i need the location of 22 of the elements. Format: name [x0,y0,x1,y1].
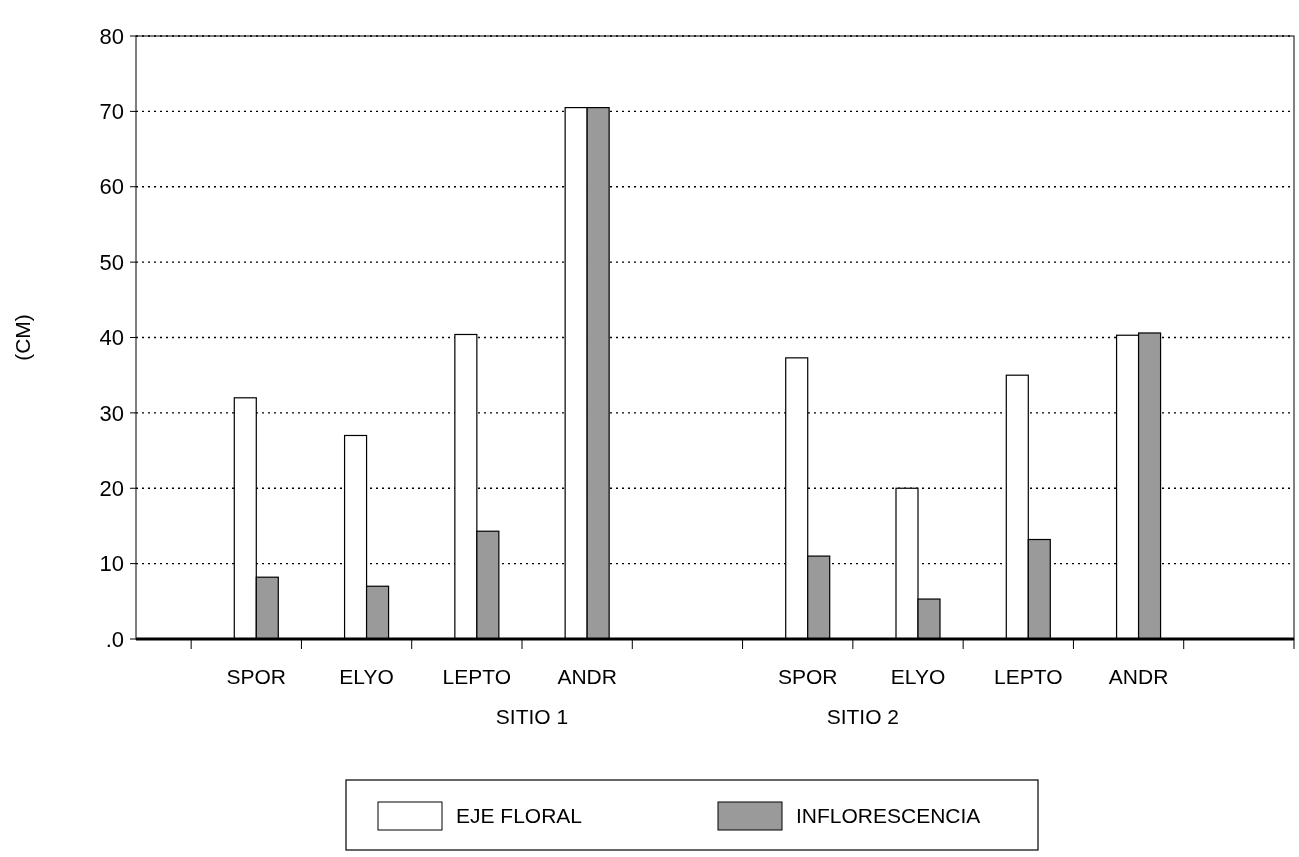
y-tick-label: 40 [99,325,124,351]
x-tick-label: ELYO [339,665,394,688]
y-tick-label: 70 [99,99,124,125]
x-tick-label: ANDR [1108,665,1169,688]
x-tick-label: ELYO [890,665,946,688]
y-axis-title: (CM) [11,314,34,361]
x-tick-label: LEPTO [994,665,1063,688]
legend-label: INFLORESCENCIA [796,804,981,828]
y-tick-label: 20 [99,475,124,501]
legend-label: EJE FLORAL [456,804,583,828]
y-tick-label: 10 [99,551,124,577]
y-tick-label: 50 [99,249,124,275]
y-tick-label: 60 [99,174,124,200]
x-tick-label: LEPTO [442,665,512,688]
y-tick-label: 30 [99,400,124,426]
x-tick-label: SPOR [226,665,287,688]
text: SITIO 2 [826,705,900,728]
x-tick-label: ANDR [557,665,617,688]
text: SITIO 1 [495,705,569,728]
x-tick-label: SPOR [777,665,838,688]
y-tick-label: 80 [99,23,124,49]
y-tick-label: .0 [105,626,124,652]
